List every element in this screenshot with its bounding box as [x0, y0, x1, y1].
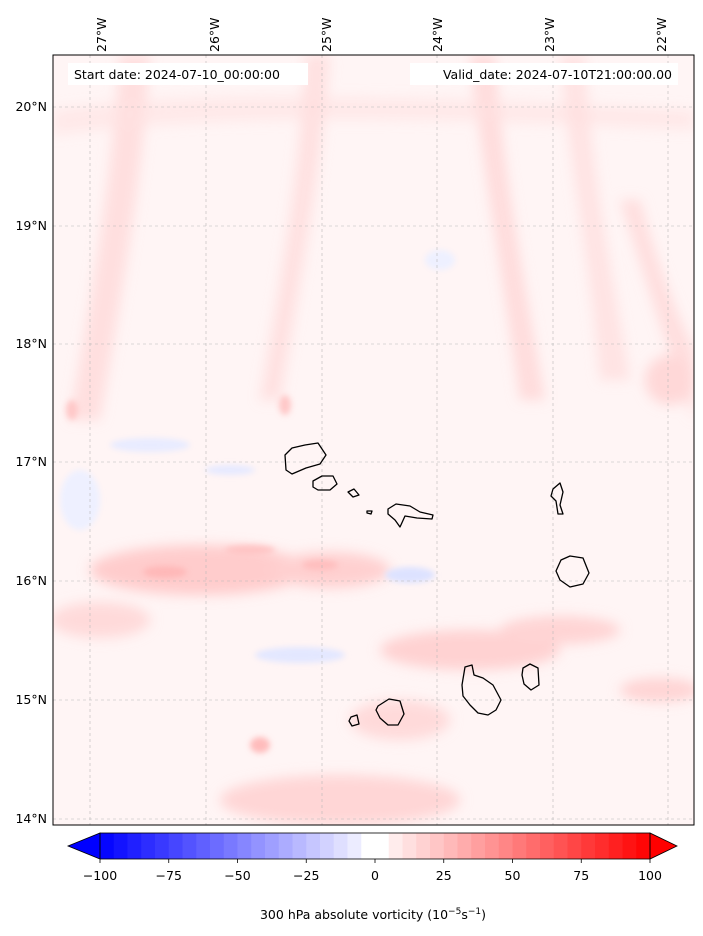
colorbar-cell — [251, 833, 266, 859]
colorbar-cell — [375, 833, 390, 859]
colorbar-cell — [498, 833, 513, 859]
colorbar-cell — [567, 833, 582, 859]
colorbar-cell — [127, 833, 142, 859]
colorbar-cell — [306, 833, 321, 859]
colorbar-gradient — [100, 833, 651, 859]
map-frame — [52, 54, 695, 826]
island-branco — [366, 510, 373, 515]
island-santiago — [461, 664, 502, 716]
colorbar-extend-min — [66, 832, 101, 860]
island-santa-luzia — [347, 488, 360, 498]
colorbar-cell — [347, 833, 362, 859]
map-panel: Start date: 2024-07-10_00:00:00 Valid_da… — [52, 54, 695, 826]
lat-label: 16°N — [15, 573, 47, 588]
colorbar-cell — [553, 833, 568, 859]
colorbar-cell — [471, 833, 486, 859]
island-boa-vista — [555, 555, 590, 588]
island-santo-antao — [284, 442, 327, 475]
start-date-box — [68, 63, 308, 85]
colorbar-cell — [361, 833, 376, 859]
colorbar-tick-label: −100 — [83, 868, 117, 883]
colorbar-cell — [581, 833, 596, 859]
lon-label: 25°W — [319, 17, 334, 52]
colorbar-cell — [402, 833, 417, 859]
colorbar-tick-label: 100 — [638, 868, 662, 883]
colorbar-cell — [265, 833, 280, 859]
colorbar: −100 −75 −50 −25 0 25 50 75 100 300 hPa … — [66, 832, 678, 922]
colorbar-cell — [526, 833, 541, 859]
longitude-labels: 27°W 26°W 25°W 24°W 23°W 22°W — [94, 17, 669, 52]
vorticity-negative-streaks — [60, 250, 455, 663]
colorbar-cell — [457, 833, 472, 859]
colorbar-cell — [223, 833, 238, 859]
colorbar-cell — [595, 833, 610, 859]
lat-label: 17°N — [15, 454, 47, 469]
island-sao-vicente — [312, 475, 338, 491]
colorbar-tick-label: 25 — [436, 868, 452, 883]
colorbar-tick-label: −50 — [224, 868, 250, 883]
vorticity-field — [53, 55, 694, 825]
valid-date-box — [410, 63, 678, 85]
colorbar-cell — [278, 833, 293, 859]
colorbar-cell — [512, 833, 527, 859]
colorbar-tick-label: −75 — [156, 868, 182, 883]
colorbar-cell — [210, 833, 225, 859]
lat-label: 20°N — [15, 99, 47, 114]
colorbar-tick-labels: −100 −75 −50 −25 0 25 50 75 100 — [83, 868, 662, 883]
gridlines — [53, 55, 694, 825]
colorbar-cell — [608, 833, 623, 859]
colorbar-cell — [196, 833, 211, 859]
colorbar-cell — [320, 833, 335, 859]
colorbar-cell — [622, 833, 637, 859]
lat-label: 14°N — [15, 811, 47, 826]
colorbar-cell — [292, 833, 307, 859]
island-brava — [348, 714, 360, 727]
colorbar-cell — [485, 833, 500, 859]
colorbar-tick-label: −25 — [293, 868, 319, 883]
coastlines — [284, 442, 590, 727]
colorbar-cell — [636, 833, 651, 859]
colorbar-cell — [100, 833, 115, 859]
colorbar-cell — [182, 833, 197, 859]
colorbar-tick-label: 75 — [573, 868, 589, 883]
island-sao-nicolau — [387, 503, 434, 528]
colorbar-cell — [430, 833, 445, 859]
lon-label: 26°W — [207, 17, 222, 52]
colorbar-label: 300 hPa absolute vorticity (10−5s−1) — [260, 907, 486, 922]
colorbar-cell — [443, 833, 458, 859]
lat-label: 18°N — [15, 336, 47, 351]
lon-label: 22°W — [654, 17, 669, 52]
island-maio — [521, 663, 540, 691]
colorbar-ticks — [99, 859, 651, 863]
colorbar-tick-label: 50 — [505, 868, 521, 883]
colorbar-cell — [141, 833, 156, 859]
colorbar-cell — [168, 833, 183, 859]
vorticity-strong-cores — [66, 395, 338, 753]
colorbar-cell — [333, 833, 348, 859]
valid-date-label: Valid_date: 2024-07-10T21:00:00.00 — [443, 67, 672, 82]
colorbar-cell — [388, 833, 403, 859]
colorbar-cell — [540, 833, 555, 859]
colorbar-cell — [113, 833, 128, 859]
island-fogo — [375, 698, 405, 726]
lon-label: 24°W — [430, 17, 445, 52]
colorbar-cell — [237, 833, 252, 859]
latitude-labels: 20°N 19°N 18°N 17°N 16°N 15°N 14°N — [15, 99, 47, 826]
colorbar-cell — [416, 833, 431, 859]
lat-label: 19°N — [15, 218, 47, 233]
colorbar-cell — [155, 833, 170, 859]
lat-label: 15°N — [15, 692, 47, 707]
start-date-label: Start date: 2024-07-10_00:00:00 — [74, 67, 280, 82]
island-sal — [550, 482, 564, 515]
colorbar-tick-label: 0 — [371, 868, 379, 883]
lon-label: 23°W — [542, 17, 557, 52]
colorbar-extend-max — [649, 832, 678, 860]
lon-label: 27°W — [94, 17, 109, 52]
vorticity-positive-streaks — [53, 55, 694, 825]
